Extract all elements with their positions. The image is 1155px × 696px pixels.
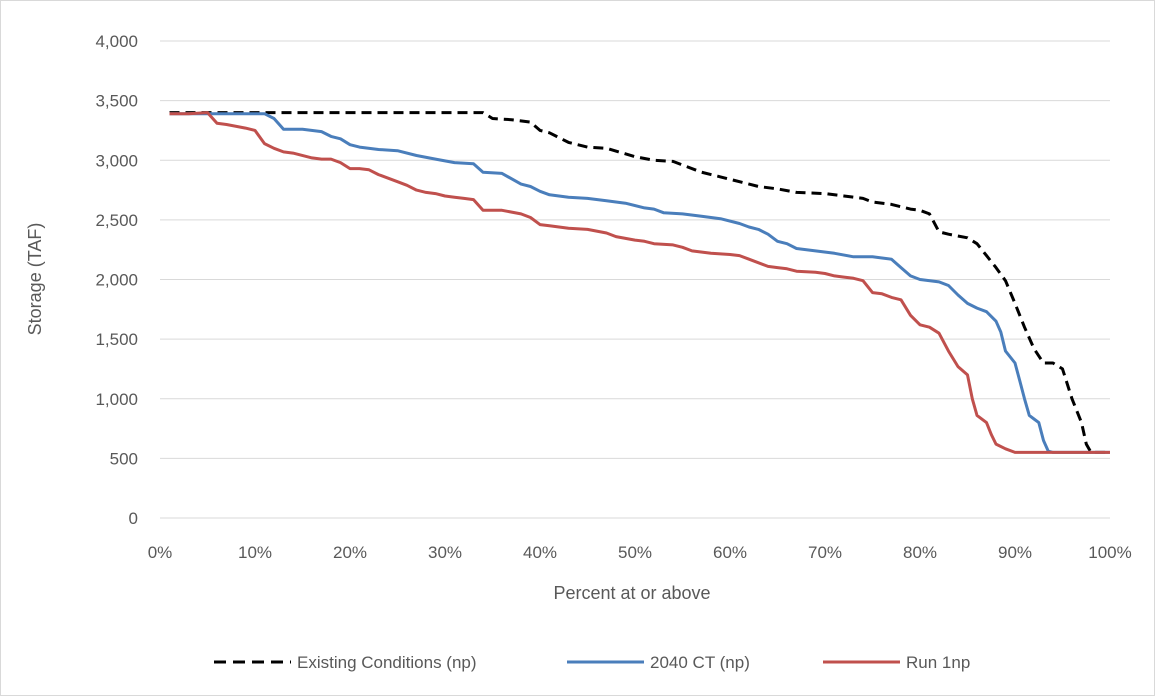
series-line-1: [169, 112, 1110, 454]
y-tick-label: 3,000: [95, 151, 138, 170]
y-axis-title: Storage (TAF): [25, 223, 45, 336]
y-tick-label: 3,500: [95, 92, 138, 111]
legend-label: 2040 CT (np): [650, 653, 750, 672]
x-tick-label: 20%: [333, 543, 367, 562]
gridlines: [160, 40, 1110, 459]
legend: Existing Conditions (np) 2040 CT (np) Run …: [214, 653, 970, 672]
x-tick-label: 60%: [713, 543, 747, 562]
y-tick-label: 500: [110, 449, 138, 468]
y-tick-label: 2,500: [95, 211, 138, 230]
x-tick-label: 30%: [428, 543, 462, 562]
x-tick-label: 40%: [523, 543, 557, 562]
series-layer: [169, 111, 1110, 454]
series-line-2: [169, 111, 1110, 454]
x-axis-ticks: 0% 10% 20% 30% 40% 50% 60% 70% 80% 90% 100%: [148, 543, 1132, 562]
x-tick-label: 0%: [148, 543, 173, 562]
x-tick-label: 10%: [238, 543, 272, 562]
x-tick-label: 100%: [1088, 543, 1131, 562]
y-tick-label: 4,000: [95, 32, 138, 51]
x-tick-label: 50%: [618, 543, 652, 562]
y-axis-ticks: 0 500 1,000 1,500 2,000 2,500 3,000 3,500 4,000: [95, 32, 138, 528]
y-tick-label: 1,000: [95, 390, 138, 409]
x-tick-label: 90%: [998, 543, 1032, 562]
legend-label: Existing Conditions (np): [297, 653, 477, 672]
series-line-0: [169, 111, 1110, 454]
y-tick-label: 0: [129, 509, 138, 528]
legend-label: Run 1np: [906, 653, 970, 672]
x-axis-title: Percent at or above: [553, 583, 710, 603]
y-tick-label: 1,500: [95, 330, 138, 349]
x-tick-label: 80%: [903, 543, 937, 562]
y-tick-label: 2,000: [95, 271, 138, 290]
x-tick-label: 70%: [808, 543, 842, 562]
